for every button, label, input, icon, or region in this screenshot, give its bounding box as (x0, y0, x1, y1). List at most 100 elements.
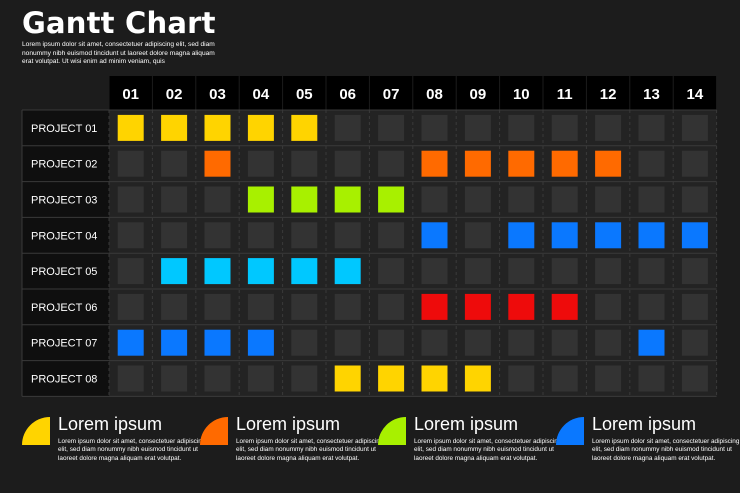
empty-cell-square (464, 258, 491, 285)
legend-text: Lorem ipsum dolor sit amet, consectetuer… (414, 438, 562, 462)
column-header-cell (369, 76, 413, 110)
task-block (117, 114, 144, 141)
quarter-circle-icon (378, 417, 406, 445)
legend-title: Lorem ipsum (236, 414, 341, 434)
task-block (638, 329, 665, 356)
legend-item-2: Lorem ipsum Lorem ipsum dolor sit amet, … (200, 414, 386, 463)
legend-title: Lorem ipsum (592, 414, 697, 434)
empty-cell-square (638, 258, 665, 285)
column-header-label: 14 (687, 86, 704, 103)
empty-cell-square (508, 186, 535, 213)
task-block (204, 329, 231, 356)
task-block (247, 258, 274, 285)
legend-item-4: Lorem ipsum Lorem ipsum dolor sit amet, … (556, 414, 740, 463)
column-header-cell (543, 76, 586, 110)
empty-cell-square (595, 293, 622, 320)
empty-cell-square (247, 222, 274, 249)
empty-cell-square (117, 293, 144, 320)
task-block (421, 222, 448, 249)
column-header-label: 02 (166, 86, 183, 103)
empty-cell-square (161, 150, 188, 177)
column-header-label: 08 (426, 86, 443, 103)
empty-cell-square (681, 114, 708, 141)
empty-cell-square (291, 365, 318, 392)
empty-cell-square (378, 293, 405, 320)
task-block (291, 258, 318, 285)
project-label: PROJECT 03 (31, 195, 97, 207)
empty-cell-square (508, 329, 535, 356)
empty-cell-square (681, 186, 708, 213)
empty-cell-square (638, 186, 665, 213)
task-block (551, 150, 578, 177)
column-header-cell (152, 76, 196, 110)
page-title: Gantt Chart (22, 6, 216, 40)
quarter-circle-icon (22, 417, 50, 445)
empty-cell-square (161, 365, 188, 392)
empty-cell-square (117, 150, 144, 177)
empty-cell-square (464, 329, 491, 356)
task-block (378, 186, 405, 213)
task-block (595, 222, 622, 249)
empty-cell-square (378, 150, 405, 177)
column-header-label: 01 (122, 86, 139, 103)
task-block (551, 222, 578, 249)
empty-cell-square (291, 293, 318, 320)
column-header-cell (500, 76, 543, 110)
task-block (247, 329, 274, 356)
task-block (464, 365, 491, 392)
column-header-cell (673, 76, 717, 110)
empty-cell-square (378, 258, 405, 285)
empty-cell-square (595, 258, 622, 285)
task-block (508, 150, 535, 177)
task-block (334, 365, 361, 392)
empty-cell-square (681, 365, 708, 392)
empty-cell-square (595, 114, 622, 141)
task-block (204, 258, 231, 285)
empty-cell-square (117, 258, 144, 285)
legend-title: Lorem ipsum (58, 414, 163, 434)
task-block (508, 222, 535, 249)
empty-cell-square (508, 114, 535, 141)
task-block (334, 186, 361, 213)
empty-cell-square (161, 293, 188, 320)
empty-cell-square (638, 293, 665, 320)
empty-cell-square (464, 186, 491, 213)
empty-cell-square (378, 222, 405, 249)
task-block (204, 150, 231, 177)
task-block (117, 329, 144, 356)
quarter-circle-icon (556, 417, 584, 445)
empty-cell-square (204, 293, 231, 320)
column-header-cell (326, 76, 369, 110)
task-block (551, 293, 578, 320)
empty-cell-square (595, 365, 622, 392)
legend-item-1: Lorem ipsum Lorem ipsum dolor sit amet, … (22, 414, 208, 463)
empty-cell-square (595, 329, 622, 356)
column-header-cell (586, 76, 630, 110)
project-label: PROJECT 06 (31, 302, 97, 314)
task-block (161, 329, 188, 356)
empty-cell-square (291, 150, 318, 177)
page-subtitle: Lorem ipsum dolor sit amet, consectetuer… (22, 41, 215, 66)
column-header-label: 04 (253, 86, 270, 103)
column-header-cell (630, 76, 673, 110)
task-block (247, 186, 274, 213)
empty-cell-square (421, 329, 448, 356)
legend-title: Lorem ipsum (414, 414, 519, 434)
task-block (247, 114, 274, 141)
column-header-cell (283, 76, 326, 110)
quarter-circle-icon (200, 417, 228, 445)
empty-cell-square (681, 329, 708, 356)
empty-cell-square (247, 293, 274, 320)
empty-cell-square (638, 114, 665, 141)
task-block (291, 186, 318, 213)
task-block (334, 258, 361, 285)
project-label: PROJECT 02 (31, 159, 97, 171)
task-block (508, 293, 535, 320)
empty-cell-square (334, 222, 361, 249)
project-label: PROJECT 05 (31, 266, 97, 278)
column-header-label: 05 (296, 86, 313, 103)
empty-cell-square (291, 329, 318, 356)
task-block (464, 150, 491, 177)
task-block (595, 150, 622, 177)
project-label: PROJECT 01 (31, 123, 97, 135)
